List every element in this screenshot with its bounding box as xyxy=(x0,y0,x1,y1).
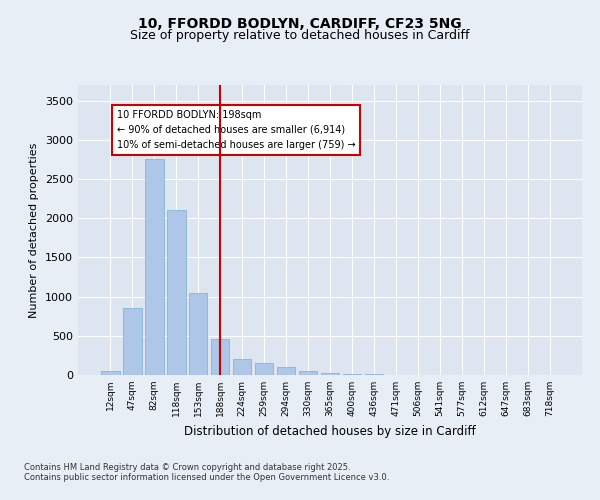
Bar xyxy=(211,339,229,375)
Bar xyxy=(277,367,295,375)
Text: 10, FFORDD BODLYN, CARDIFF, CF23 5NG: 10, FFORDD BODLYN, CARDIFF, CF23 5NG xyxy=(138,18,462,32)
X-axis label: Distribution of detached houses by size in Cardiff: Distribution of detached houses by size … xyxy=(184,424,476,438)
Text: Contains HM Land Registry data © Crown copyright and database right 2025.: Contains HM Land Registry data © Crown c… xyxy=(24,462,350,471)
Bar xyxy=(145,160,164,375)
Bar xyxy=(365,374,383,375)
Bar xyxy=(189,292,208,375)
Y-axis label: Number of detached properties: Number of detached properties xyxy=(29,142,40,318)
Text: Size of property relative to detached houses in Cardiff: Size of property relative to detached ho… xyxy=(130,28,470,42)
Bar xyxy=(167,210,185,375)
Bar xyxy=(233,360,251,375)
Bar xyxy=(101,371,119,375)
Bar xyxy=(255,363,274,375)
Bar xyxy=(123,308,142,375)
Text: Contains public sector information licensed under the Open Government Licence v3: Contains public sector information licen… xyxy=(24,472,389,482)
Bar xyxy=(343,374,361,375)
Bar xyxy=(299,371,317,375)
Text: 10 FFORDD BODLYN: 198sqm
← 90% of detached houses are smaller (6,914)
10% of sem: 10 FFORDD BODLYN: 198sqm ← 90% of detach… xyxy=(117,110,355,150)
Bar xyxy=(320,374,340,375)
